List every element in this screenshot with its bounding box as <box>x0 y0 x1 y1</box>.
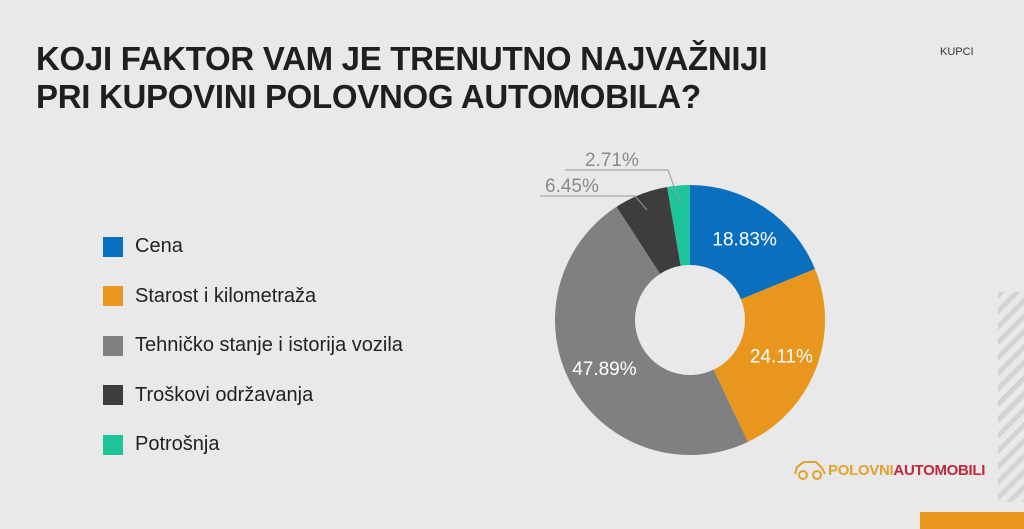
legend: Cena Starost i kilometraža Tehničko stanje… <box>103 222 403 470</box>
donut-slice <box>555 206 748 455</box>
decorative-stripes <box>998 292 1024 502</box>
data-label: 18.83% <box>712 230 777 251</box>
title-line-2: PRI KUPOVINI POLOVNOG AUTOMOBILA? <box>36 78 701 115</box>
donut-slice <box>713 268 825 442</box>
logo-text-1: POLOVNI <box>828 461 894 479</box>
data-label: 6.45% <box>545 176 599 197</box>
leader-line <box>565 169 681 203</box>
legend-label: Starost i kilometraža <box>135 284 317 307</box>
leader-line <box>540 195 648 211</box>
legend-label: Tehničko stanje i istorija vozila <box>135 334 403 357</box>
title-line-1: KOJI FAKTOR VAM JE TRENUTNO NAJVAŽNIJI <box>36 40 768 77</box>
page-title: KOJI FAKTOR VAM JE TRENUTNO NAJVAŽNIJI P… <box>36 40 767 116</box>
legend-item: Cena <box>103 222 403 272</box>
legend-swatch <box>103 286 123 307</box>
audience-tag: KUPCI <box>940 46 974 58</box>
legend-swatch <box>103 335 123 356</box>
legend-item: Troškovi održavanja <box>103 371 403 421</box>
legend-label: Troškovi održavanja <box>135 383 314 406</box>
legend-swatch <box>103 434 123 455</box>
donut-slice <box>616 186 681 274</box>
legend-item: Tehničko stanje i istorija vozila <box>103 321 403 371</box>
legend-swatch <box>103 236 123 257</box>
donut-slice <box>667 185 690 266</box>
legend-item: Starost i kilometraža <box>103 272 403 322</box>
data-label: 47.89% <box>572 359 637 380</box>
car-logo-icon <box>794 461 826 480</box>
legend-swatch <box>103 385 123 406</box>
legend-item: Potrošnja <box>103 420 403 470</box>
logo-text-2: AUTOMOBILI <box>893 461 986 479</box>
logo: POLOVNI AUTOMOBILI <box>792 459 985 481</box>
data-label: 2.71% <box>585 150 639 171</box>
legend-label: Potrošnja <box>135 433 220 456</box>
data-label: 24.11% <box>750 346 813 367</box>
donut-slice <box>690 185 815 300</box>
legend-label: Cena <box>135 235 183 258</box>
decorative-bar <box>920 512 1024 529</box>
